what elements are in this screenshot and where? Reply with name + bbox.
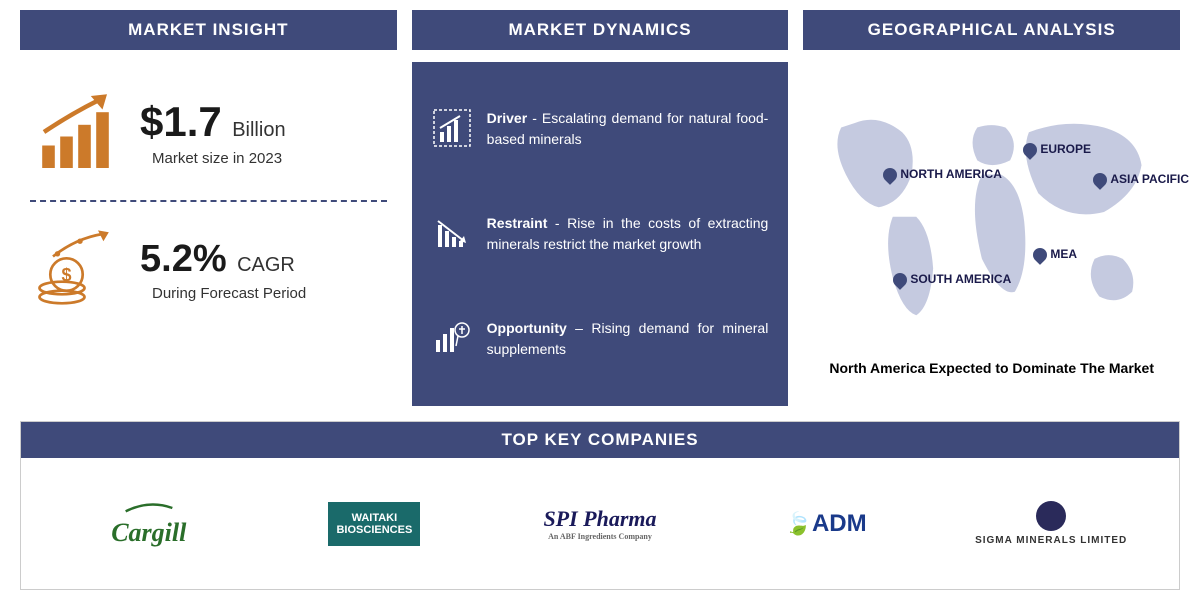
pin-icon: [1090, 170, 1110, 190]
world-map: NORTH AMERICA EUROPE ASIA PACIFIC SOUTH …: [813, 72, 1170, 352]
sigma-logo-text: SIGMA MINERALS LIMITED: [938, 535, 1164, 546]
cagr-value: 5.2% CAGR: [140, 238, 306, 281]
pin-icon: [1030, 245, 1050, 265]
value-unit: Billion: [232, 119, 285, 141]
sigma-circle-icon: [1036, 501, 1066, 531]
cargill-swoosh-icon: [124, 503, 174, 513]
company-adm: 🍃ADM: [713, 510, 939, 538]
opportunity-item: Opportunity – Rising demand for mineral …: [432, 318, 769, 360]
company-sigma: SIGMA MINERALS LIMITED: [938, 501, 1164, 546]
restraint-item: Restraint - Rise in the costs of extract…: [432, 213, 769, 255]
geo-header: GEOGRAPHICAL ANALYSIS: [803, 10, 1180, 50]
opportunity-text: Opportunity – Rising demand for mineral …: [487, 318, 769, 360]
map-svg: [813, 72, 1170, 352]
svg-text:$: $: [61, 265, 71, 285]
market-size-label: Market size in 2023: [152, 150, 286, 167]
company-waitaki: WAITAKI BIOSCIENCES: [262, 502, 488, 546]
companies-section: TOP KEY COMPANIES Cargill WAITAKI BIOSCI…: [20, 421, 1180, 590]
waitaki-line2: BIOSCIENCES: [336, 524, 412, 536]
cagr-text: 5.2% CAGR During Forecast Period: [140, 238, 306, 302]
cagr-unit: CAGR: [237, 254, 295, 276]
region-asia-pacific: ASIA PACIFIC: [1093, 172, 1189, 187]
insight-header: MARKET INSIGHT: [20, 10, 397, 50]
adm-logo: 🍃ADM: [785, 510, 867, 537]
region-europe: EUROPE: [1023, 142, 1091, 157]
spi-subtitle: An ABF Ingredients Company: [487, 532, 713, 541]
region-north-america: NORTH AMERICA: [883, 167, 1002, 182]
spi-logo-text: SPI Pharma An ABF Ingredients Company: [487, 506, 713, 541]
driver-item: Driver - Escalating demand for natural f…: [432, 108, 769, 150]
geo-caption: North America Expected to Dominate The M…: [813, 360, 1170, 376]
cagr-label: During Forecast Period: [152, 285, 306, 302]
company-spi: SPI Pharma An ABF Ingredients Company: [487, 506, 713, 541]
restraint-icon: [432, 213, 472, 253]
restraint-text: Restraint - Rise in the costs of extract…: [487, 213, 769, 255]
cagr-stat: $ 5.2% CAGR During Forecast Period: [30, 210, 387, 330]
market-size-stat: $1.7 Billion Market size in 2023: [30, 72, 387, 192]
top-row: MARKET INSIGHT $1.7 Billion: [20, 10, 1180, 406]
infographic-container: MARKET INSIGHT $1.7 Billion: [0, 0, 1200, 600]
region-mea: MEA: [1033, 247, 1077, 262]
driver-icon: [432, 108, 472, 148]
insight-body: $1.7 Billion Market size in 2023 $: [20, 62, 397, 406]
dynamics-header: MARKET DYNAMICS: [412, 10, 789, 50]
market-insight-column: MARKET INSIGHT $1.7 Billion: [20, 10, 397, 406]
companies-row: Cargill WAITAKI BIOSCIENCES SPI Pharma A…: [21, 458, 1179, 589]
driver-title: Driver: [487, 110, 527, 126]
market-size-value: $1.7 Billion: [140, 98, 286, 146]
restraint-title: Restraint: [487, 215, 548, 231]
companies-header: TOP KEY COMPANIES: [21, 422, 1179, 458]
region-south-america: SOUTH AMERICA: [893, 272, 1011, 287]
geo-body: NORTH AMERICA EUROPE ASIA PACIFIC SOUTH …: [803, 62, 1180, 406]
coins-growth-icon: $: [35, 225, 125, 315]
pin-icon: [880, 165, 900, 185]
dynamics-body: Driver - Escalating demand for natural f…: [412, 62, 789, 406]
waitaki-logo: WAITAKI BIOSCIENCES: [328, 502, 420, 546]
cagr-number: 5.2%: [140, 238, 227, 280]
growth-chart-icon: [35, 87, 125, 177]
driver-text: Driver - Escalating demand for natural f…: [487, 108, 769, 150]
opportunity-title: Opportunity: [487, 320, 567, 336]
market-dynamics-column: MARKET DYNAMICS Driver - Escalating dema…: [412, 10, 789, 406]
divider: [30, 200, 387, 202]
opportunity-icon: [432, 318, 472, 358]
waitaki-line1: WAITAKI: [336, 512, 412, 524]
cargill-logo-text: Cargill: [36, 518, 262, 548]
company-cargill: Cargill: [36, 500, 262, 548]
leaf-icon: 🍃: [785, 511, 812, 536]
market-size-text: $1.7 Billion Market size in 2023: [140, 98, 286, 167]
pin-icon: [890, 270, 910, 290]
value-number: $1.7: [140, 98, 222, 145]
pin-icon: [1020, 140, 1040, 160]
driver-desc: - Escalating demand for natural food-bas…: [487, 110, 769, 147]
geo-column: GEOGRAPHICAL ANALYSIS NORTH AMERICA EURO…: [803, 10, 1180, 406]
